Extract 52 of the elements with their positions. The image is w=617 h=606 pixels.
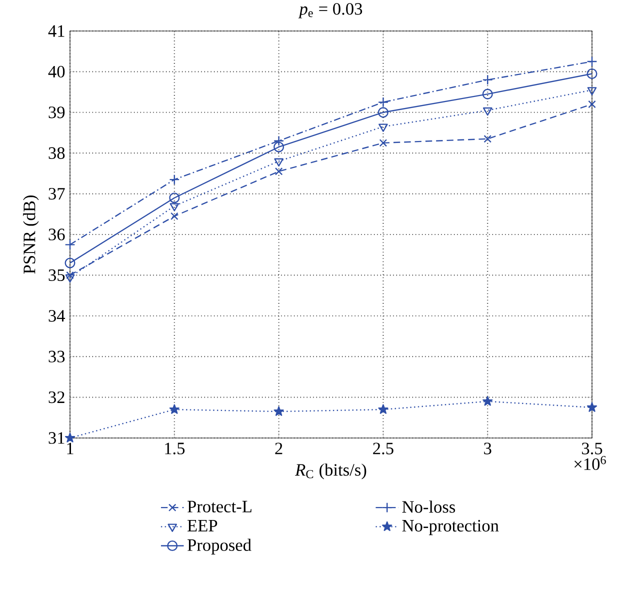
point	[274, 168, 283, 176]
y-tick-label: 40	[48, 66, 65, 78]
point	[64, 432, 76, 442]
point	[64, 258, 76, 268]
point	[274, 142, 284, 152]
point	[378, 107, 388, 118]
point	[379, 139, 388, 147]
y-tick-label: 35	[48, 269, 65, 282]
point	[66, 271, 74, 280]
point	[482, 396, 493, 406]
legend-label: Protect-L	[187, 500, 252, 512]
y-tick-label: 39	[48, 106, 65, 118]
point	[64, 239, 76, 250]
chart-title: p$_{e}$ = 0.03	[298, 3, 362, 18]
legend-label: No-protection	[402, 520, 499, 536]
point	[65, 274, 75, 282]
text: ×10$^{6}$	[574, 456, 606, 470]
x-axis-title: R$_{C}$ (bits/s)	[295, 464, 366, 480]
point	[274, 406, 284, 416]
point	[274, 158, 284, 166]
point	[482, 107, 492, 116]
y-tick-label: 31	[48, 432, 64, 444]
x-tick-label: 1	[67, 442, 74, 454]
y-tick-label: 34	[48, 310, 66, 322]
point	[170, 212, 178, 220]
x-tick-label: 2	[275, 442, 282, 454]
point	[588, 100, 596, 108]
point	[484, 134, 492, 143]
point	[169, 404, 180, 414]
y-tick-label: 33	[48, 350, 65, 362]
x-tick-label: 3	[484, 442, 492, 454]
y-tick-label: 41	[48, 25, 64, 37]
x-tick-label: 1.5	[165, 442, 185, 454]
point	[378, 124, 388, 132]
point	[169, 192, 180, 204]
point	[586, 68, 598, 79]
y-tick-label: 32	[48, 391, 64, 404]
legend-label: EEP	[187, 520, 218, 532]
point	[170, 203, 180, 212]
point	[586, 56, 598, 67]
point	[482, 88, 493, 100]
x-tick-label: 3.5	[582, 442, 602, 454]
legend-label: Proposed	[187, 538, 252, 554]
y-tick-label: 36	[48, 228, 65, 240]
y-tick-label: 37	[48, 188, 65, 200]
y-axis-title: PSNR (dB)	[23, 196, 39, 274]
legend-label: No-loss	[402, 500, 456, 513]
point	[587, 87, 597, 96]
point	[586, 402, 598, 412]
point	[378, 404, 388, 414]
x-tick-label: 2.5	[373, 442, 394, 454]
y-tick-label: 38	[48, 147, 65, 159]
